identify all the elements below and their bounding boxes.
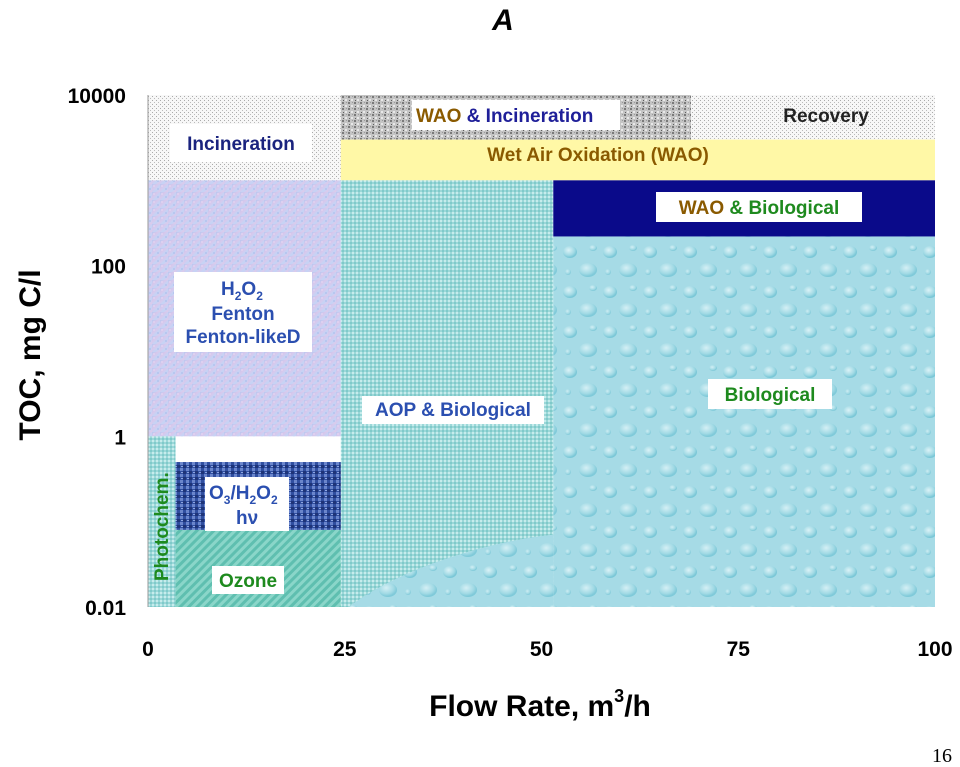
y-axis-label: TOC, mg C/l <box>14 269 47 440</box>
label-recovery: Recovery <box>783 106 869 127</box>
chart-title: A <box>491 4 514 37</box>
label-ozone: Ozone <box>219 571 277 592</box>
x-tick-label: 25 <box>333 638 357 661</box>
label-incineration: Incineration <box>187 134 295 155</box>
label-hv: hν <box>236 508 258 529</box>
region-biological <box>553 236 935 607</box>
label-wao-biological-box: WAO & Biological <box>656 192 862 222</box>
x-tick-label: 50 <box>530 638 553 661</box>
label-o3-h2o2-box: O3/H2O2 hν <box>205 477 289 531</box>
y-tick-label: 0.01 <box>85 597 126 620</box>
label-aop-biological: AOP & Biological <box>375 400 531 421</box>
x-tick-labels: 0 25 50 75 100 <box>142 638 952 661</box>
label-wao-biological: WAO & Biological <box>679 198 839 219</box>
label-biological-box: Biological <box>708 379 832 409</box>
label-o3-h2o2: O3/H2O2 <box>209 483 278 507</box>
label-fenton: Fenton <box>211 304 274 325</box>
label-photochem: Photochem. <box>152 472 173 581</box>
region-biological-curve <box>348 534 554 607</box>
y-tick-label: 1 <box>114 426 126 449</box>
x-tick-label: 0 <box>142 638 154 661</box>
region-recovery <box>691 95 935 140</box>
y-tick-labels: 10000 100 1 0.01 <box>68 85 127 620</box>
label-wao: Wet Air Oxidation (WAO) <box>487 145 709 166</box>
label-ozone-box: Ozone <box>212 566 284 594</box>
region-wao <box>340 139 935 181</box>
y-tick-label: 100 <box>91 256 126 279</box>
label-h2o2: H2O2 <box>221 279 263 303</box>
label-wao-incineration: WAO & Incineration <box>416 106 593 127</box>
label-aop-biological-box: AOP & Biological <box>362 396 544 424</box>
y-tick-label: 10000 <box>68 85 126 108</box>
x-tick-label: 75 <box>727 638 751 661</box>
x-axis-label: Flow Rate, m3/h <box>429 686 651 723</box>
region-photochem <box>148 436 176 607</box>
label-wao-incineration-box: WAO & Incineration <box>412 100 620 130</box>
page-number: 16 <box>932 745 952 767</box>
label-incineration-box: Incineration <box>170 124 312 162</box>
region-aop-biological <box>340 180 554 608</box>
label-biological: Biological <box>725 385 816 406</box>
label-fenton-like: Fenton-likeD <box>185 327 300 348</box>
label-h2o2-fenton-box: H2O2 Fenton Fenton-likeD <box>174 272 312 352</box>
x-tick-label: 100 <box>917 638 952 661</box>
